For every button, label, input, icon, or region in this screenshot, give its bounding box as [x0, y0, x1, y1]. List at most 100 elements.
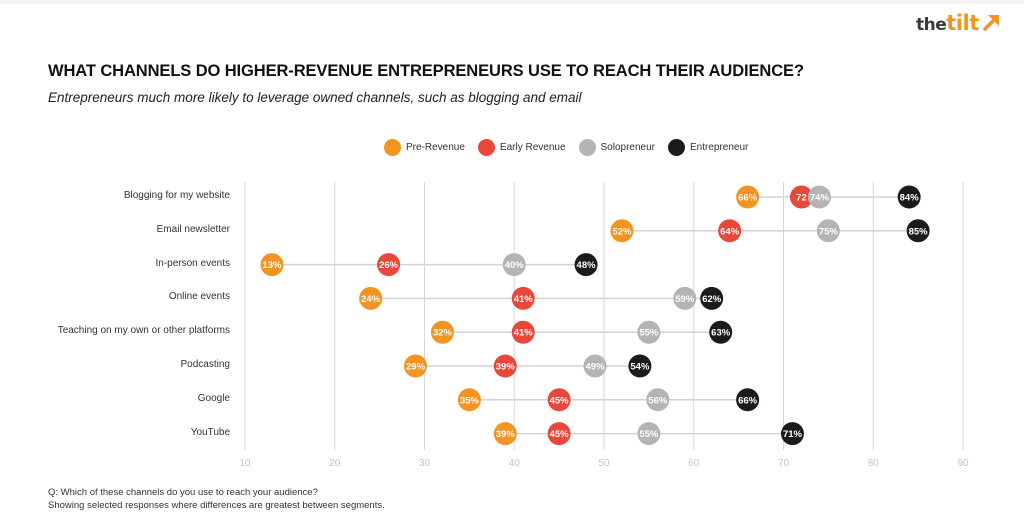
data-label: 55%	[639, 429, 659, 440]
legend-swatch	[578, 139, 596, 156]
data-point	[511, 286, 535, 310]
legend-swatch	[477, 139, 495, 156]
category-label: Online events	[168, 291, 230, 303]
data-point	[547, 388, 571, 412]
data-point	[493, 354, 517, 378]
x-tick-label: 70	[778, 458, 790, 469]
data-point	[646, 388, 670, 412]
data-point	[789, 185, 813, 209]
data-point	[574, 253, 598, 277]
x-tick-label: 40	[509, 458, 521, 469]
data-label: 71%	[783, 429, 803, 440]
data-point	[637, 320, 661, 344]
data-point	[547, 422, 571, 446]
data-point	[610, 219, 634, 243]
legend-label: Early Revenue	[499, 142, 566, 153]
data-label: 66%	[738, 193, 758, 204]
x-tick-label: 90	[957, 458, 969, 469]
legend: Pre-Revenue Early Revenue Solopreneur En…	[384, 139, 761, 156]
legend-label: Entrepreneur	[690, 142, 749, 153]
data-point	[718, 219, 742, 243]
data-point	[377, 253, 401, 277]
data-label: 39%	[496, 429, 516, 440]
data-label: 41%	[514, 294, 534, 305]
x-tick-label: 50	[598, 458, 610, 469]
data-label: 56%	[648, 395, 668, 406]
data-point	[700, 286, 724, 310]
data-label: 26%	[379, 260, 399, 271]
category-label: Email newsletter	[156, 223, 230, 235]
data-point	[816, 219, 840, 243]
data-label: 35%	[460, 395, 480, 406]
data-label: 41%	[514, 328, 534, 339]
footnote-question: Q: Which of these channels do you use to…	[48, 487, 318, 498]
logo-tilt-text: tilt	[946, 11, 979, 35]
data-label: 66%	[738, 395, 758, 406]
category-label: Podcasting	[180, 359, 230, 370]
data-label: 29%	[406, 362, 426, 373]
legend-item-entrepreneur: Entrepreneur	[668, 139, 748, 156]
data-label: 52%	[612, 226, 632, 237]
legend-label: Pre-Revenue	[406, 142, 465, 153]
data-label: 85%	[909, 226, 929, 237]
data-label: 24%	[361, 294, 381, 305]
data-point	[493, 422, 517, 446]
category-label: In-person events	[155, 257, 231, 269]
category-label: YouTube	[190, 426, 230, 438]
data-point	[780, 422, 804, 446]
thetilt-logo: the tilt	[916, 10, 1002, 35]
data-point	[709, 320, 733, 344]
chart-title: WHAT CHANNELS DO HIGHER-REVENUE ENTREPRE…	[48, 62, 804, 80]
data-point	[628, 354, 652, 378]
x-tick-label: 80	[868, 458, 880, 469]
data-label: 64%	[720, 226, 740, 237]
category-label: Teaching on my own or other platforms	[57, 325, 230, 337]
data-label: 63%	[711, 328, 731, 339]
category-label: Blogging for my website	[123, 190, 230, 201]
data-label: 13%	[262, 260, 282, 271]
data-point	[807, 185, 831, 209]
data-label: 62%	[702, 294, 722, 305]
data-point	[736, 185, 760, 209]
legend-swatch	[668, 139, 685, 156]
data-point	[906, 219, 930, 243]
data-label: 74%	[810, 193, 830, 204]
data-point	[583, 354, 607, 378]
top-bar	[0, 0, 1024, 4]
data-label: 39%	[496, 362, 516, 373]
logo-the-text: the	[916, 15, 947, 35]
legend-item-solopreneur: Solopreneur	[578, 139, 655, 156]
legend-label: Solopreneur	[600, 142, 655, 153]
data-point	[260, 253, 284, 277]
data-label: 54%	[630, 362, 650, 373]
chart-subtitle: Entrepreneurs much more likely to levera…	[48, 90, 582, 105]
data-label: 75%	[819, 226, 839, 237]
arrow-up-right-icon	[982, 15, 999, 31]
data-label: 55%	[639, 328, 659, 339]
data-label: 72	[796, 193, 807, 204]
data-label: 59%	[675, 294, 695, 305]
data-label: 48%	[577, 260, 597, 271]
x-tick-label: 30	[419, 458, 431, 469]
x-tick-label: 20	[329, 458, 341, 469]
data-point	[359, 286, 383, 310]
data-point	[736, 388, 760, 412]
data-point	[430, 320, 454, 344]
data-point	[637, 422, 661, 446]
data-label: 40%	[505, 260, 525, 271]
data-label: 32%	[433, 328, 453, 339]
x-tick-label: 10	[239, 458, 251, 469]
legend-item-pre-revenue: Pre-Revenue	[384, 139, 465, 156]
footnote-note: Showing selected responses where differe…	[48, 500, 385, 511]
data-label: 45%	[550, 429, 570, 440]
data-label: 49%	[586, 362, 606, 373]
data-label: 84%	[900, 193, 920, 204]
data-point	[511, 320, 535, 344]
x-tick-label: 60	[688, 458, 700, 469]
data-label: 45%	[550, 395, 570, 406]
data-point	[404, 354, 428, 378]
data-point	[897, 185, 921, 209]
category-label: Google	[197, 392, 230, 404]
data-point	[673, 286, 697, 310]
